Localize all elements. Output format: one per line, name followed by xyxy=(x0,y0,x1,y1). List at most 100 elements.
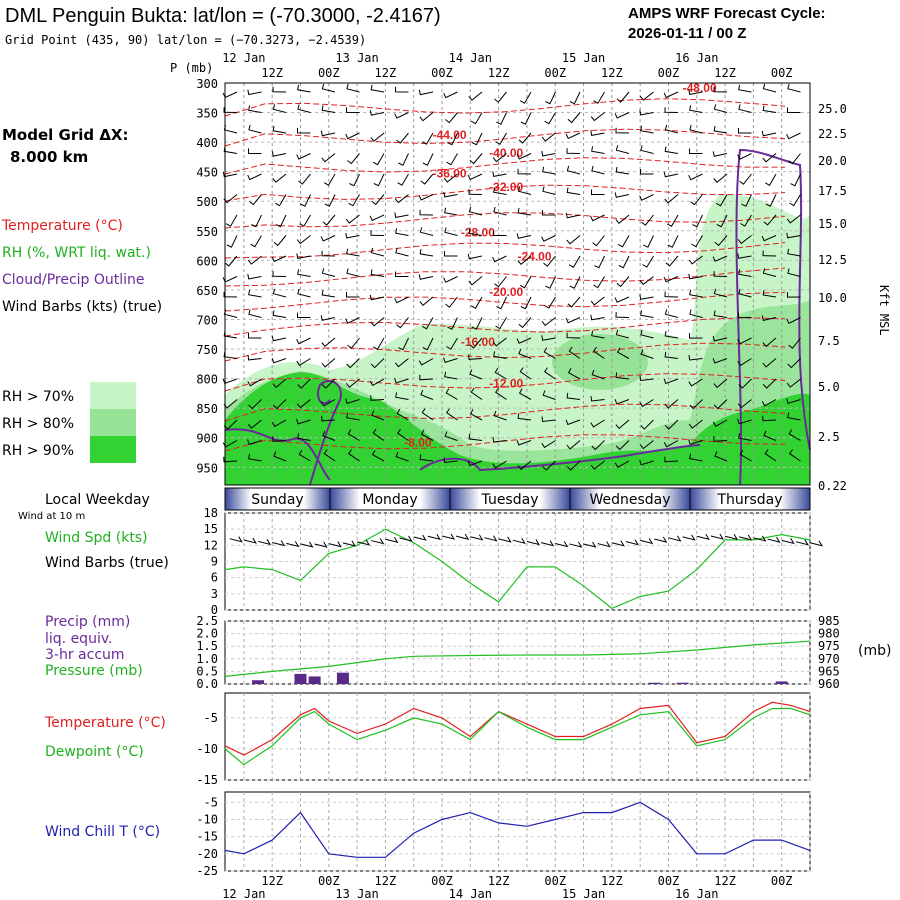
isotherm-label: -44.00 xyxy=(433,128,467,142)
isotherm xyxy=(224,128,786,147)
wind-barb xyxy=(640,419,654,430)
wind-barb xyxy=(470,112,483,125)
wind-barb xyxy=(467,253,483,260)
wind-barb xyxy=(321,378,336,389)
wind-barb xyxy=(322,430,336,441)
wind-barb xyxy=(689,124,703,134)
wind-barb xyxy=(788,153,801,165)
cycle-label: AMPS WRF Forecast Cycle: xyxy=(628,5,826,22)
isotherm xyxy=(224,342,786,362)
top-hour-tick: 00Z xyxy=(771,66,793,80)
height-tick: 12.5 xyxy=(818,253,847,267)
pressure-tick: 450 xyxy=(196,166,218,180)
wind-barb xyxy=(369,294,385,301)
top-hour-tick: 12Z xyxy=(488,66,510,80)
wind-barb xyxy=(321,105,336,113)
wind-speed-ytick: 3 xyxy=(211,587,218,601)
wind-barb xyxy=(565,317,581,324)
wind-barb xyxy=(496,296,507,310)
wind-barb xyxy=(640,329,654,339)
wind-barb xyxy=(321,153,336,163)
wind-barb xyxy=(664,419,679,430)
surface-wind-barb xyxy=(625,539,640,546)
wind-barb xyxy=(495,132,507,145)
wind-barb xyxy=(397,428,409,441)
wind-barb xyxy=(420,173,434,185)
wind-barb xyxy=(394,377,409,384)
wind-barb xyxy=(346,107,360,113)
pressure-line xyxy=(224,640,811,677)
wind-barbs-cross-section xyxy=(222,83,801,471)
wind-barb xyxy=(713,288,728,298)
wind-barb xyxy=(346,248,360,257)
wind-barb xyxy=(738,104,752,113)
wind-barb xyxy=(274,194,287,207)
wind-barb xyxy=(616,91,630,103)
wind-barb xyxy=(297,104,311,113)
wind-barb xyxy=(469,337,483,349)
precip-ytick: 1.5 xyxy=(196,639,218,653)
wind-barb xyxy=(370,84,385,93)
height-tick: 10.0 xyxy=(818,291,847,305)
wind-barb xyxy=(494,91,507,103)
rh-swatch xyxy=(90,436,136,463)
wind-barb xyxy=(665,255,679,267)
precip-ytick: 1.0 xyxy=(196,652,218,666)
wind-barb xyxy=(737,337,752,345)
top-date-label: 13 Jan xyxy=(335,51,378,65)
surface-wind-barb xyxy=(484,535,498,542)
wind-barb xyxy=(517,207,532,216)
wind-barb xyxy=(762,378,777,389)
bottom-hour-tick: 12Z xyxy=(261,874,283,888)
pressure-tick: 300 xyxy=(196,77,218,91)
wind-barb xyxy=(763,214,777,226)
isotherm xyxy=(224,157,786,175)
wind-barb xyxy=(418,194,434,201)
surface-wind-barb xyxy=(555,541,569,548)
wind-barb xyxy=(567,112,581,124)
wind-barb xyxy=(443,91,458,99)
wind-barb xyxy=(616,276,630,288)
wind-barb xyxy=(518,388,532,400)
wind-barb xyxy=(714,235,728,247)
wind-barb xyxy=(272,271,287,277)
temperature-series-line xyxy=(224,701,811,756)
wind-chill-ytick: -5 xyxy=(204,795,218,809)
wind-chill-ytick: -10 xyxy=(196,812,218,826)
isotherm-label: -28.00 xyxy=(461,226,495,240)
wind-barb xyxy=(639,91,654,101)
wind-barb xyxy=(346,268,360,277)
wind-barb xyxy=(420,429,434,441)
wind-barb xyxy=(763,430,777,441)
bottom-hour-tick: 00Z xyxy=(318,874,340,888)
wind-barb xyxy=(467,173,483,181)
wind-barb xyxy=(663,91,679,99)
wind-barb xyxy=(566,235,581,245)
wind-barb xyxy=(443,191,458,198)
wind-barb xyxy=(689,289,703,298)
temperature-ytick: -5 xyxy=(204,711,218,725)
wind-barb xyxy=(422,153,434,166)
wind-barb xyxy=(545,276,556,289)
wind-barb xyxy=(614,192,630,198)
wind-barb xyxy=(594,255,605,269)
bottom-date-label: 16 Jan xyxy=(675,887,718,900)
wind-barb xyxy=(616,347,630,359)
wind-barb xyxy=(446,408,458,421)
wind-barb xyxy=(639,109,654,116)
cross-section-legend: Temperature (°C) RH (%, WRT liq. wat.) Clo… xyxy=(1,218,162,315)
wind-barb xyxy=(542,166,556,175)
wind-speed-panel: 0 3 6 9 12 15 18 xyxy=(204,506,824,617)
wind-barb xyxy=(324,194,336,207)
surface-wind-barb xyxy=(724,533,739,541)
wind-barb xyxy=(492,337,507,347)
precip-bar xyxy=(308,676,321,684)
wind-barb xyxy=(321,250,336,257)
wind-barb xyxy=(396,317,409,329)
wind-barb xyxy=(688,255,703,265)
pressure-tick: 970 xyxy=(818,652,840,666)
wind-barb xyxy=(762,415,777,422)
wind-barb xyxy=(737,418,752,425)
wind-barb xyxy=(615,145,630,154)
wind-barb xyxy=(761,399,777,407)
